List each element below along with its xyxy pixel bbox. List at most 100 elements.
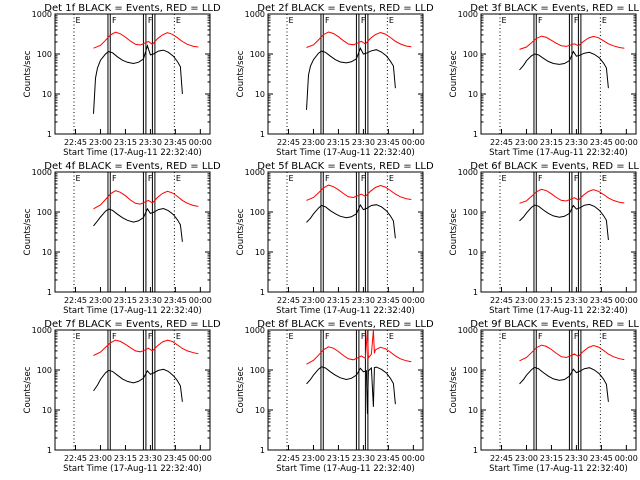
y-tick-label: 10 bbox=[468, 406, 478, 415]
y-axis-label: Counts/sec bbox=[236, 366, 246, 413]
panel-title: Det 6f BLACK = Events, RED = LLD bbox=[470, 161, 640, 172]
y-tick-label: 1000 bbox=[458, 326, 478, 335]
x-tick-label: 23:15 bbox=[327, 296, 350, 305]
event-marker: E bbox=[602, 332, 607, 341]
y-tick-label: 1000 bbox=[458, 168, 478, 177]
lld-series-line bbox=[519, 35, 625, 50]
y-tick-label: 1 bbox=[473, 446, 478, 455]
event-marker: E bbox=[289, 174, 294, 183]
x-tick-label: 23:00 bbox=[302, 454, 325, 463]
x-tick-label: 23:15 bbox=[114, 296, 137, 305]
x-tick-label: 22:45 bbox=[277, 138, 300, 147]
x-tick-label: 23:30 bbox=[139, 454, 162, 463]
event-marker: F bbox=[148, 332, 153, 341]
y-tick-label: 10 bbox=[42, 90, 52, 99]
y-tick-label: 100 bbox=[463, 366, 478, 375]
x-tick-label: 23:15 bbox=[327, 138, 350, 147]
y-tick-label: 10 bbox=[468, 248, 478, 257]
x-axis-label: Start Time (17-Aug-11 22:32:40) bbox=[63, 306, 202, 316]
x-tick-label: 23:15 bbox=[114, 138, 137, 147]
lld-series-line bbox=[519, 188, 625, 204]
x-tick-label: 23:45 bbox=[377, 454, 400, 463]
x-tick-label: 23:30 bbox=[139, 138, 162, 147]
x-axis-label: Start Time (17-Aug-11 22:32:40) bbox=[276, 306, 415, 316]
y-tick-label: 10 bbox=[42, 248, 52, 257]
event-marker: E bbox=[602, 16, 607, 25]
plot-frame bbox=[54, 13, 211, 135]
x-axis-label: Start Time (17-Aug-11 22:32:40) bbox=[489, 148, 628, 158]
x-tick-label: 23:15 bbox=[540, 454, 563, 463]
y-tick-label: 1000 bbox=[245, 326, 265, 335]
x-tick-label: 23:00 bbox=[89, 138, 112, 147]
y-tick-label: 1 bbox=[260, 446, 265, 455]
x-tick-label: 22:45 bbox=[64, 138, 87, 147]
panel-3: Det 3f BLACK = Events, RED = LLD E F F E 1 10 1… bbox=[449, 3, 640, 158]
y-tick-label: 10 bbox=[42, 406, 52, 415]
event-marker: F bbox=[325, 16, 330, 25]
y-axis-label: Counts/sec bbox=[236, 208, 246, 255]
y-tick-label: 1000 bbox=[458, 10, 478, 19]
x-tick-label: 23:45 bbox=[590, 454, 613, 463]
event-marker: F bbox=[574, 174, 579, 183]
x-tick-label: 22:45 bbox=[64, 454, 87, 463]
event-marker: E bbox=[76, 174, 81, 183]
panel-title: Det 3f BLACK = Events, RED = LLD bbox=[470, 3, 640, 14]
x-tick-label: 23:45 bbox=[377, 138, 400, 147]
y-axis-label: Counts/sec bbox=[23, 208, 33, 255]
x-tick-label: 23:00 bbox=[302, 138, 325, 147]
x-tick-label: 23:45 bbox=[164, 296, 187, 305]
event-marker: E bbox=[176, 332, 181, 341]
x-tick-label: 22:45 bbox=[490, 138, 513, 147]
event-marker: F bbox=[361, 332, 366, 341]
x-tick-label: 23:00 bbox=[89, 296, 112, 305]
event-marker: E bbox=[502, 332, 507, 341]
x-axis-label: Start Time (17-Aug-11 22:32:40) bbox=[276, 148, 415, 158]
y-tick-label: 100 bbox=[250, 366, 265, 375]
event-marker: E bbox=[389, 174, 394, 183]
y-tick-label: 10 bbox=[255, 90, 265, 99]
event-marker: F bbox=[325, 174, 330, 183]
y-axis-label: Counts/sec bbox=[449, 366, 459, 413]
x-tick-label: 22:45 bbox=[277, 296, 300, 305]
x-axis-label: Start Time (17-Aug-11 22:32:40) bbox=[489, 306, 628, 316]
x-tick-label: 23:00 bbox=[515, 454, 538, 463]
plot-frame bbox=[480, 13, 637, 135]
y-tick-label: 100 bbox=[37, 50, 52, 59]
event-marker: F bbox=[325, 332, 330, 341]
panel-title: Det 5f BLACK = Events, RED = LLD bbox=[257, 161, 434, 172]
y-tick-label: 1 bbox=[260, 288, 265, 297]
x-tick-label: 23:00 bbox=[302, 296, 325, 305]
x-tick-label: 23:45 bbox=[164, 454, 187, 463]
x-tick-label: 00:00 bbox=[402, 296, 425, 305]
y-axis-label: Counts/sec bbox=[449, 208, 459, 255]
y-tick-label: 10 bbox=[255, 248, 265, 257]
y-tick-label: 100 bbox=[463, 208, 478, 217]
event-marker: E bbox=[176, 16, 181, 25]
event-marker: F bbox=[538, 332, 543, 341]
panel-8: Det 8f BLACK = Events, RED = LLD E F F E 1 10 1… bbox=[236, 319, 434, 474]
event-marker: E bbox=[502, 174, 507, 183]
event-marker: E bbox=[602, 174, 607, 183]
y-tick-label: 100 bbox=[463, 50, 478, 59]
panel-6: Det 6f BLACK = Events, RED = LLD E F F E 1 10 1… bbox=[449, 161, 640, 316]
y-tick-label: 100 bbox=[37, 208, 52, 217]
x-tick-label: 00:00 bbox=[615, 296, 638, 305]
x-axis-label: Start Time (17-Aug-11 22:32:40) bbox=[63, 464, 202, 474]
x-tick-label: 23:30 bbox=[352, 138, 375, 147]
x-tick-label: 00:00 bbox=[615, 138, 638, 147]
event-marker: F bbox=[361, 16, 366, 25]
events-series-line bbox=[519, 203, 609, 241]
x-tick-label: 22:45 bbox=[277, 454, 300, 463]
x-tick-label: 23:30 bbox=[352, 296, 375, 305]
y-tick-label: 1000 bbox=[245, 10, 265, 19]
events-series-line bbox=[306, 366, 396, 414]
panel-9: Det 9f BLACK = Events, RED = LLD E F F E 1 10 1… bbox=[449, 319, 640, 474]
lld-series-line bbox=[93, 339, 199, 356]
y-tick-label: 1000 bbox=[245, 168, 265, 177]
x-tick-label: 23:15 bbox=[327, 454, 350, 463]
panel-title: Det 7f BLACK = Events, RED = LLD bbox=[44, 319, 221, 330]
x-tick-label: 00:00 bbox=[402, 454, 425, 463]
events-series-line bbox=[93, 44, 183, 114]
panel-4: Det 4f BLACK = Events, RED = LLD E F F E 1 10 1… bbox=[23, 161, 221, 316]
lld-series-line bbox=[93, 31, 199, 49]
